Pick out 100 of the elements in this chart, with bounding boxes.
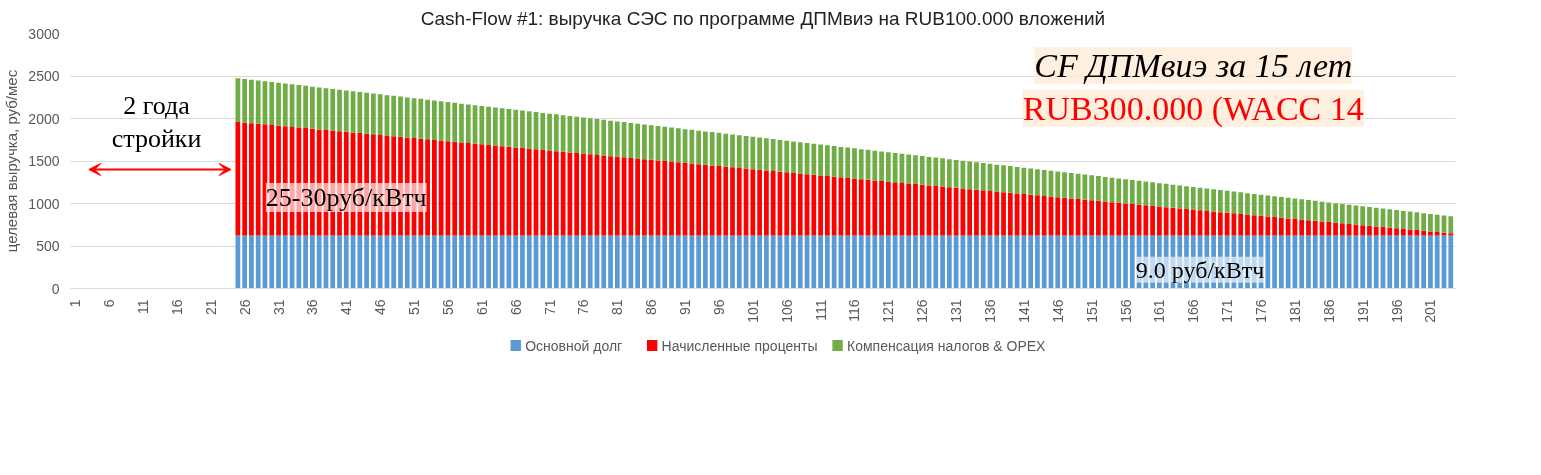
y-tick-label: 1000 [28, 195, 60, 212]
bar [723, 235, 729, 289]
bar [919, 184, 925, 236]
bar [913, 235, 918, 289]
bar [1333, 222, 1338, 236]
bar [770, 139, 776, 172]
bar [1373, 226, 1379, 236]
bar [709, 235, 715, 289]
bar [1055, 171, 1061, 198]
bar [1265, 235, 1271, 289]
bar [465, 104, 471, 144]
bar [885, 152, 891, 182]
x-tick-label: 76 [575, 299, 592, 316]
bar [1434, 214, 1440, 232]
bar [425, 99, 430, 140]
x-tick-label: 171 [1219, 299, 1236, 323]
bar [255, 123, 261, 236]
bar [933, 157, 939, 186]
bar [845, 147, 851, 178]
bar [709, 165, 715, 236]
bar [933, 235, 939, 289]
bar [967, 189, 973, 236]
bar [1068, 198, 1074, 236]
bar [642, 235, 647, 289]
bar [459, 103, 464, 143]
bar [1421, 230, 1427, 236]
x-tick-label: 61 [473, 299, 490, 316]
bar [757, 235, 762, 289]
x-tick-label: 81 [609, 299, 626, 316]
x-tick-label: 136 [981, 299, 998, 323]
bar [547, 150, 552, 236]
x-tick-label: 1 [67, 299, 84, 308]
bar [723, 133, 729, 167]
bar [818, 235, 823, 289]
bar [1143, 181, 1149, 206]
bar [1028, 168, 1034, 195]
bar [459, 142, 464, 236]
bar [811, 143, 817, 175]
bar [764, 170, 769, 236]
bar [492, 145, 498, 236]
bar [398, 96, 403, 137]
bar [730, 235, 735, 289]
bar [974, 162, 979, 190]
x-tick-label: 101 [744, 299, 761, 323]
bar [831, 146, 837, 177]
bar [432, 235, 437, 289]
bar [1394, 235, 1399, 289]
bar [465, 235, 471, 289]
bar [628, 158, 634, 236]
bar [1041, 170, 1047, 196]
bar [513, 235, 519, 289]
bar [1204, 210, 1210, 236]
bar [1387, 209, 1393, 228]
bar [486, 235, 491, 289]
bar [1272, 196, 1277, 218]
bar [1204, 188, 1210, 211]
bar [852, 148, 857, 179]
bar [906, 154, 912, 184]
bar [520, 235, 525, 289]
bar [459, 235, 464, 289]
x-tick-label: 176 [1253, 299, 1270, 323]
bar [1190, 209, 1196, 236]
bar [391, 95, 397, 137]
x-tick-label: 11 [135, 299, 151, 315]
bar [1055, 235, 1061, 289]
bar [255, 235, 261, 289]
y-axis-title: целевая выручка, руб/мес [3, 69, 21, 253]
bar [1238, 214, 1244, 236]
bar [974, 235, 979, 289]
bar [1068, 172, 1074, 199]
bar [1400, 228, 1406, 236]
bar [1211, 211, 1216, 236]
bar [825, 176, 830, 236]
bar [628, 235, 634, 289]
bar [303, 85, 308, 129]
bar [1428, 213, 1433, 232]
bar [1373, 235, 1379, 289]
bar [736, 135, 742, 168]
bar [1306, 200, 1311, 221]
bar [933, 185, 939, 236]
bar [1089, 235, 1094, 289]
bar [581, 117, 586, 154]
bar [1129, 180, 1135, 205]
bar [1224, 190, 1230, 213]
x-tick-label: 41 [338, 299, 355, 316]
bar [330, 235, 336, 289]
bar [581, 235, 586, 289]
bar [452, 102, 458, 142]
bar [608, 156, 613, 236]
bar [1333, 203, 1338, 223]
bar [879, 181, 884, 236]
x-tick-label: 161 [1151, 299, 1168, 323]
bar [1062, 235, 1067, 289]
bar [946, 235, 952, 289]
bar [872, 150, 878, 181]
x-tick-label: 91 [677, 299, 694, 316]
bar [1150, 182, 1155, 206]
bar [296, 235, 302, 289]
bar [852, 235, 857, 289]
bar [1448, 233, 1454, 236]
